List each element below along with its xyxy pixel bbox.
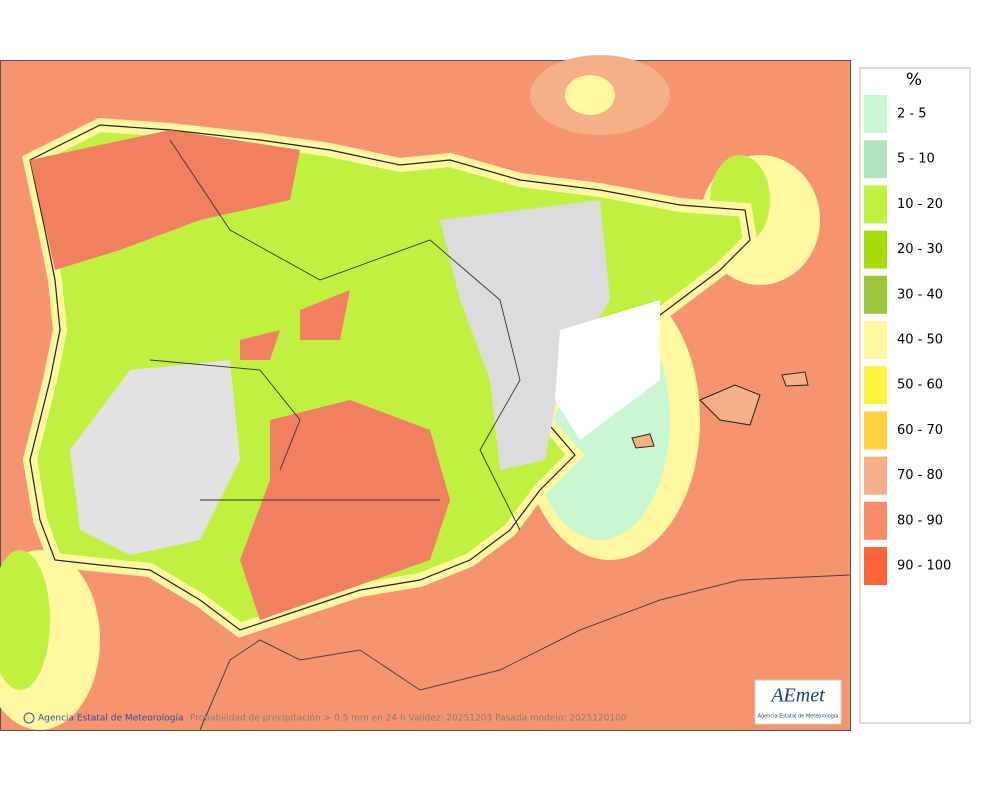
logo: AEmet <box>769 685 825 707</box>
caption: Probabilidad de precipitación > 0.5 mm e… <box>190 713 627 724</box>
legend-label: 10 - 20 <box>897 197 943 212</box>
legend-label: 70 - 80 <box>897 468 943 483</box>
legend-swatch <box>864 501 887 540</box>
legend-label: 2 - 5 <box>897 107 927 122</box>
island <box>631 433 655 449</box>
island <box>699 384 761 426</box>
low-prob-zone <box>440 200 610 470</box>
legend-swatch <box>864 321 887 359</box>
copyright-icon <box>23 712 35 724</box>
high-prob-zone <box>240 400 450 620</box>
legend-label: 20 - 30 <box>897 242 943 257</box>
legend-swatch <box>864 185 887 224</box>
legend-label: 5 - 10 <box>897 152 935 167</box>
logo-box <box>754 679 842 725</box>
region-border <box>149 139 521 531</box>
high-prob-zone <box>300 290 350 340</box>
legend-label: 60 - 70 <box>897 423 943 438</box>
sea-zone <box>565 75 615 115</box>
legend-swatch <box>864 140 887 179</box>
high-prob-zone <box>240 330 280 360</box>
legend-swatch <box>864 366 887 405</box>
high-prob-zone <box>30 130 300 270</box>
legend-label: 30 - 40 <box>897 287 943 302</box>
legend-label: 50 - 60 <box>897 378 943 393</box>
coastline <box>29 124 751 631</box>
coastline <box>199 574 851 731</box>
legend-items: 2 - 5 5 - 10 10 - 20 20 - 30 30 - 40 40 - 50 5… <box>864 95 951 585</box>
legend-swatch <box>864 95 887 133</box>
island <box>781 371 809 387</box>
credit: Agencia Estatal de Meteorología <box>38 714 184 724</box>
low-prob-zone <box>70 360 240 555</box>
logo-subtitle: Agencia Estatal de Meteorología <box>758 713 839 720</box>
legend-swatch <box>864 456 887 495</box>
sea-zone <box>0 550 50 690</box>
legend-swatch <box>864 411 887 450</box>
legend-title: % <box>906 70 922 90</box>
legend-swatch <box>864 547 887 585</box>
legend-swatch <box>864 230 887 269</box>
legend-label: 40 - 50 <box>897 333 943 348</box>
legend-swatch <box>864 275 887 314</box>
legend-label: 90 - 100 <box>897 559 951 574</box>
legend-label: 80 - 90 <box>897 513 943 528</box>
low-prob-zone <box>555 300 660 440</box>
